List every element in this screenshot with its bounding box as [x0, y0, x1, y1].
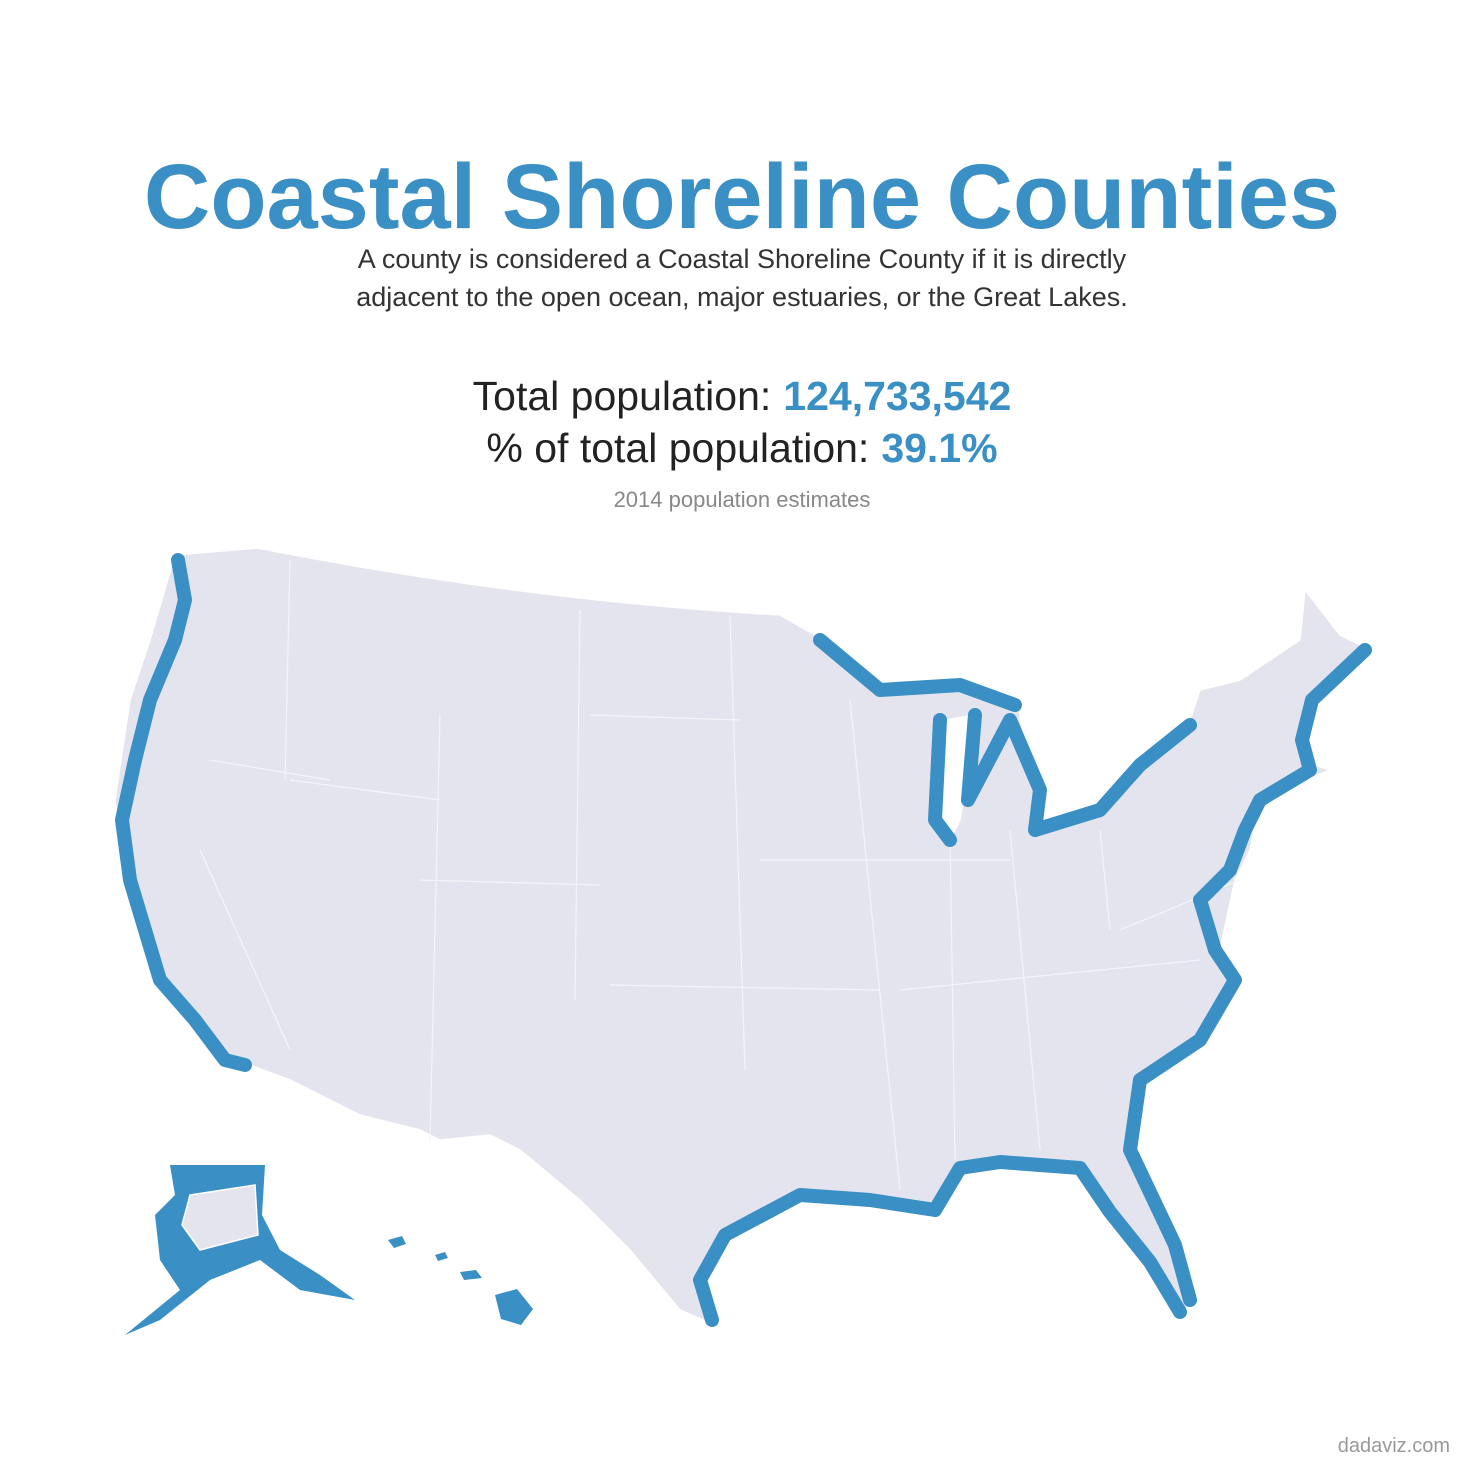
gulf-coast — [693, 1155, 1187, 1327]
stat-label: % of total population: — [486, 425, 869, 471]
contiguous-us — [114, 547, 1372, 1327]
stat: % of total population: 39.1% — [486, 425, 997, 471]
state-borders — [199, 559, 1241, 1191]
great-lakes-coast — [813, 633, 1197, 847]
source: dadaviz.com — [1338, 1435, 1450, 1457]
note: 2014 population estimates — [614, 487, 871, 512]
stat-value: 39.1% — [881, 425, 997, 471]
map — [114, 547, 1372, 1335]
atlantic-coast — [1123, 643, 1372, 1307]
subtitle-line: A county is considered a Coastal Shoreli… — [358, 244, 1127, 274]
stat: Total population: 124,733,542 — [473, 373, 1012, 419]
stat-value: 124,733,542 — [783, 373, 1011, 419]
stat-label: Total population: — [473, 373, 772, 419]
alaska-coast — [125, 1165, 355, 1335]
west-coast — [115, 553, 252, 1072]
alaska-interior — [181, 1184, 259, 1251]
subtitle-line: adjacent to the open ocean, major estuar… — [356, 282, 1127, 312]
title: Coastal Shoreline Counties — [144, 146, 1340, 248]
hawaii — [388, 1236, 533, 1325]
